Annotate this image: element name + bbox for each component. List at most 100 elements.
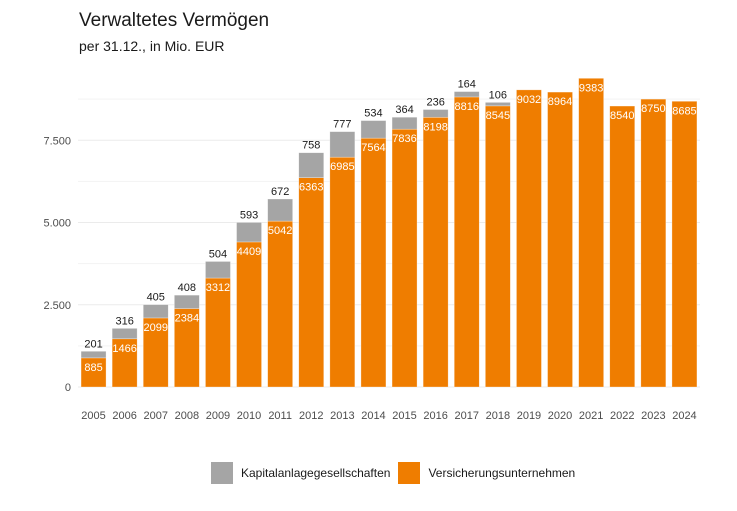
legend-label: Kapitalanlagegesellschaften — [241, 466, 391, 480]
x-tick-label: 2009 — [206, 410, 230, 422]
bar-versicherungsunternehmen — [111, 338, 138, 388]
data-label-versicherungsunternehmen: 7564 — [361, 142, 385, 154]
bar-versicherungsunternehmen — [547, 91, 573, 388]
data-label-versicherungsunternehmen: 9032 — [517, 94, 541, 106]
bar-kapitalanlagegesellschaften — [174, 294, 200, 309]
bar-kapitalanlagegesellschaften — [360, 120, 387, 139]
data-label-versicherungsunternehmen: 8816 — [455, 101, 479, 113]
bar-versicherungsunternehmen — [516, 89, 542, 388]
bar-kapitalanlagegesellschaften — [329, 131, 356, 158]
legend-swatch-versicherungsunternehmen — [398, 462, 421, 484]
bars-layer — [80, 77, 698, 388]
data-label-versicherungsunternehmen: 8198 — [423, 121, 447, 133]
x-tick-label: 2007 — [144, 410, 168, 422]
data-label-kapitalanlagegesellschaften: 236 — [426, 97, 444, 109]
x-tick-label: 2021 — [579, 410, 603, 422]
bar-kapitalanlagegesellschaften — [267, 198, 293, 222]
bar-versicherungsunternehmen — [578, 77, 604, 388]
bar-versicherungsunternehmen — [267, 220, 293, 388]
bar-versicherungsunternehmen — [422, 116, 449, 388]
bar-versicherungsunternehmen — [453, 96, 480, 388]
bar-versicherungsunternehmen — [298, 177, 325, 388]
y-axis-ticks: 0 2.500 5.000 7.500 — [43, 135, 71, 394]
x-tick-label: 2016 — [423, 410, 447, 422]
legend: Kapitalanlagegesellschaften Versicherung… — [211, 462, 583, 484]
x-tick-label: 2012 — [299, 410, 323, 422]
legend-item-kapitalanlagegesellschaften[interactable]: Kapitalanlagegesellschaften — [211, 462, 398, 484]
data-label-versicherungsunternehmen: 2384 — [175, 313, 199, 325]
legend-label: Versicherungsunternehmen — [428, 466, 576, 480]
data-label-kapitalanlagegesellschaften: 672 — [271, 186, 289, 198]
data-label-versicherungsunternehmen: 6985 — [330, 161, 354, 173]
bar-kapitalanlagegesellschaften — [422, 109, 449, 118]
x-axis-ticks: 2005 2006 2007 2008 2009 2010 2011 2012 2013 2014… — [81, 410, 696, 422]
x-tick-label: 2024 — [672, 410, 696, 422]
bar-versicherungsunternehmen — [640, 98, 667, 388]
grid-layer — [78, 98, 700, 388]
data-label-versicherungsunternehmen: 5042 — [268, 225, 292, 237]
x-tick-label: 2018 — [486, 410, 510, 422]
bar-kapitalanlagegesellschaften — [236, 222, 262, 243]
y-tick-label: 5.000 — [43, 218, 71, 230]
x-tick-label: 2022 — [610, 410, 634, 422]
bar-kapitalanlagegesellschaften — [142, 304, 169, 319]
bar-versicherungsunternehmen — [205, 277, 231, 388]
bar-versicherungsunternehmen — [329, 156, 356, 388]
x-tick-label: 2015 — [392, 410, 416, 422]
data-label-versicherungsunternehmen: 2099 — [144, 322, 168, 334]
y-tick-label: 2.500 — [43, 300, 71, 312]
data-label-kapitalanlagegesellschaften: 364 — [395, 104, 413, 116]
bar-versicherungsunternehmen — [236, 241, 262, 388]
bar-versicherungsunternehmen — [391, 128, 418, 388]
bar-versicherungsunternehmen — [142, 317, 169, 388]
y-tick-label: 7.500 — [43, 135, 71, 147]
data-labels-layer: 201 885 316 1466 405 2099 408 2384 504 3312 593 440… — [84, 79, 696, 374]
x-tick-label: 2008 — [175, 410, 199, 422]
y-tick-label: 0 — [65, 382, 71, 394]
bar-versicherungsunternehmen — [671, 100, 698, 388]
data-label-kapitalanlagegesellschaften: 593 — [240, 209, 258, 221]
bar-kapitalanlagegesellschaften — [485, 102, 511, 107]
bar-kapitalanlagegesellschaften — [111, 328, 138, 340]
chart-subtitle: per 31.12., in Mio. EUR — [79, 38, 225, 54]
bar-versicherungsunternehmen — [485, 105, 511, 388]
bar-versicherungsunternehmen — [360, 137, 387, 388]
x-tick-label: 2023 — [641, 410, 665, 422]
data-label-versicherungsunternehmen: 8750 — [641, 103, 665, 115]
bar-versicherungsunternehmen — [80, 357, 107, 388]
legend-swatch-kapitalanlagegesellschaften — [211, 462, 233, 484]
data-label-kapitalanlagegesellschaften: 405 — [147, 292, 165, 304]
data-label-kapitalanlagegesellschaften: 777 — [333, 119, 351, 131]
x-tick-label: 2006 — [112, 410, 136, 422]
bar-versicherungsunternehmen — [174, 308, 200, 388]
data-label-kapitalanlagegesellschaften: 504 — [209, 248, 227, 260]
x-tick-label: 2017 — [455, 410, 479, 422]
data-label-kapitalanlagegesellschaften: 534 — [364, 108, 382, 120]
data-label-kapitalanlagegesellschaften: 106 — [489, 89, 507, 101]
x-tick-label: 2019 — [517, 410, 541, 422]
chart-title: Verwaltetes Vermögen — [79, 10, 270, 31]
data-label-versicherungsunternehmen: 3312 — [206, 282, 230, 294]
bar-kapitalanlagegesellschaften — [391, 116, 418, 130]
x-tick-label: 2014 — [361, 410, 385, 422]
data-label-versicherungsunternehmen: 1466 — [112, 343, 136, 355]
data-label-versicherungsunternehmen: 9383 — [579, 82, 603, 94]
legend-item-versicherungsunternehmen[interactable]: Versicherungsunternehmen — [398, 462, 583, 484]
bar-kapitalanlagegesellschaften — [453, 91, 480, 98]
data-label-versicherungsunternehmen: 8540 — [610, 110, 634, 122]
data-label-versicherungsunternehmen: 7836 — [392, 133, 416, 145]
bar-versicherungsunternehmen — [609, 105, 636, 388]
bar-kapitalanlagegesellschaften — [80, 350, 107, 359]
data-label-kapitalanlagegesellschaften: 758 — [302, 140, 320, 152]
x-tick-label: 2020 — [548, 410, 572, 422]
data-label-versicherungsunternehmen: 6363 — [299, 182, 323, 194]
data-label-kapitalanlagegesellschaften: 408 — [178, 282, 196, 294]
bar-kapitalanlagegesellschaften — [298, 152, 325, 178]
x-tick-label: 2013 — [330, 410, 354, 422]
stacked-bar-chart: 0 2.500 5.000 7.500 201 885 316 1466 405 2099 408… — [43, 77, 700, 422]
data-label-versicherungsunternehmen: 8545 — [486, 110, 510, 122]
data-label-versicherungsunternehmen: 8685 — [672, 105, 696, 117]
data-label-kapitalanlagegesellschaften: 201 — [84, 338, 102, 350]
x-tick-label: 2005 — [81, 410, 105, 422]
x-tick-label: 2011 — [268, 410, 292, 422]
